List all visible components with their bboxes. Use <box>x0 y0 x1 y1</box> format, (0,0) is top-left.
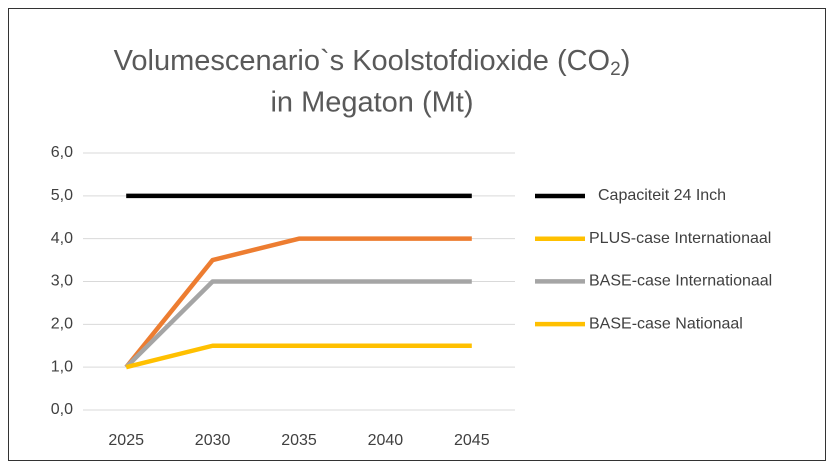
title-part: ) <box>621 45 631 77</box>
y-tick-label: 0,0 <box>51 401 73 418</box>
title-subscript: 2 <box>610 59 621 80</box>
legend-label: BASE-case Nationaal <box>589 315 743 332</box>
y-tick-label: 4,0 <box>51 230 73 247</box>
y-tick-label: 3,0 <box>51 273 73 290</box>
series-line <box>124 236 472 369</box>
x-tick-label: 2030 <box>195 432 231 449</box>
x-tick-label: 2035 <box>281 432 317 449</box>
y-tick-label: 6,0 <box>51 144 73 161</box>
legend-label: BASE-case Internationaal <box>589 273 772 290</box>
legend-label: Capaciteit 24 Inch <box>598 187 726 204</box>
legend-label: PLUS-case Internationaal <box>589 230 771 247</box>
chart-title-line: in Megaton (Mt) <box>270 87 473 119</box>
chart-title: Volumescenario`s Koolstofdioxide (CO2) <box>114 45 631 80</box>
y-tick-label: 2,0 <box>51 316 73 333</box>
chart-frame <box>8 8 826 461</box>
y-tick-label: 1,0 <box>51 358 73 375</box>
x-tick-label: 2045 <box>454 432 490 449</box>
x-tick-label: 2040 <box>368 432 404 449</box>
x-tick-label: 2025 <box>108 432 144 449</box>
series-line <box>125 343 472 370</box>
series-line <box>124 279 472 369</box>
title-part: Volumescenario`s Koolstofdioxide (CO <box>114 45 610 77</box>
y-tick-label: 5,0 <box>51 187 73 204</box>
